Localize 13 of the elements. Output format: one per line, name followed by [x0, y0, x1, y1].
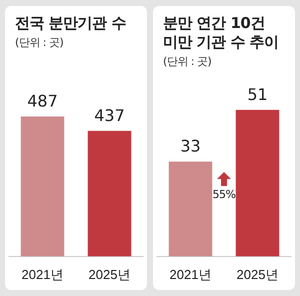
- x-tick-label: 2025년: [236, 266, 278, 282]
- chart-title: 전국 분만기관 수: [15, 14, 127, 33]
- x-tick-label: 2021년: [170, 266, 212, 282]
- data-label: 437: [94, 106, 125, 125]
- x-tick-label: 2021년: [22, 266, 64, 282]
- x-tick-label: 2025년: [88, 266, 130, 282]
- chart-title: 분만 연간 10건 미만 기관 수 추이: [163, 14, 280, 52]
- data-label: 33: [180, 136, 201, 156]
- chart-subtitle: (단위 : 곳): [163, 55, 212, 69]
- data-label: 51: [247, 85, 268, 104]
- annotation: 55%: [212, 188, 236, 201]
- chart-subtitle: (단위 : 곳): [15, 36, 64, 50]
- data-label: 487: [27, 92, 58, 111]
